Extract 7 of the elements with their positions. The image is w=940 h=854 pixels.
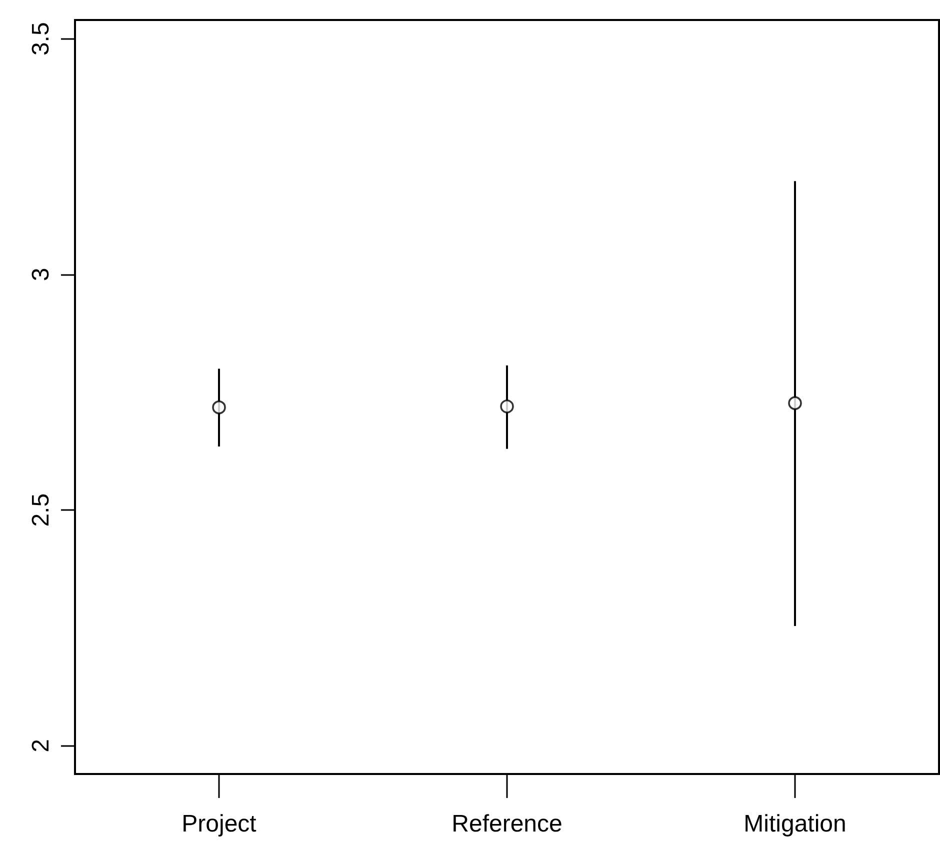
y-tick-label: 3.5 [28,22,54,56]
y-tick-label: 2.5 [28,493,54,527]
x-tick-label: Mitigation [744,810,846,838]
y-tick-label: 3 [28,268,54,282]
x-tick-label: Reference [452,810,562,838]
x-tick-label: Project [182,810,257,838]
y-tick-label: 2 [28,739,54,752]
